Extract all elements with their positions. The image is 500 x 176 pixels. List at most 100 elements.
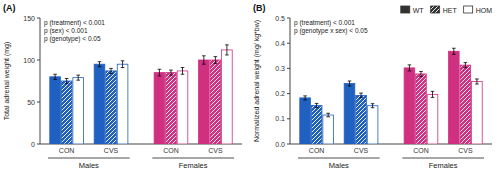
group-line [48, 158, 130, 159]
error-bar [452, 48, 456, 54]
error-bar [475, 79, 479, 84]
group-label: Males [79, 161, 99, 170]
x-tick-label: CON [59, 147, 75, 154]
x-tick-label: CON [309, 147, 325, 154]
error-bar [371, 104, 375, 108]
bar [323, 115, 334, 144]
y-tick [287, 93, 290, 94]
bar [117, 64, 128, 144]
error-bar [158, 69, 162, 76]
y-axis [290, 18, 291, 144]
bar [300, 98, 311, 144]
error-bar [431, 91, 435, 97]
bar [94, 64, 105, 144]
y-tick [287, 18, 290, 19]
error-bar [214, 57, 218, 64]
y-tick [287, 43, 290, 44]
bar [154, 73, 165, 144]
error-bar [408, 65, 412, 71]
x-tick-label: CVS [208, 147, 223, 154]
bar [460, 65, 471, 144]
y-tick [37, 102, 40, 103]
y-tick-label: 0.5 [275, 15, 285, 22]
error-bar [121, 61, 125, 68]
stats-text: p (genotype) < 0.05 [44, 35, 101, 43]
bar [344, 84, 355, 144]
legend-swatch [401, 6, 410, 13]
y-tick-label: 50 [27, 99, 35, 106]
group-label: Females [179, 161, 208, 170]
legend-swatch [431, 6, 440, 13]
y-axis [40, 18, 41, 144]
error-bar [303, 96, 307, 100]
error-bar [225, 45, 229, 55]
y-tick-label: 0.4 [275, 40, 285, 47]
bars [50, 45, 232, 144]
x-tick-label: CVS [104, 147, 119, 154]
error-bar [359, 93, 363, 98]
bar [449, 51, 460, 144]
legend-swatch [464, 6, 473, 13]
legend-label: HOM [476, 7, 493, 14]
panel: 050100150Total adrenal weight (mg)CONCVS… [3, 3, 242, 170]
error-bar [98, 62, 102, 67]
legend: HOM HET WT [401, 6, 492, 14]
figure: 050100150Total adrenal weight (mg)CONCVS… [0, 0, 500, 176]
legend-label: WT [413, 7, 425, 14]
error-bar [326, 113, 330, 117]
panel-title: (A) [3, 3, 16, 13]
y-tick [37, 144, 40, 145]
group-line [152, 158, 234, 159]
bar [427, 94, 438, 144]
x-tick-label: CON [413, 147, 429, 154]
bars [300, 48, 482, 144]
y-axis-label: Total adrenal weight (mg) [3, 42, 11, 121]
error-bar [169, 70, 173, 75]
x-tick-label: CVS [458, 147, 473, 154]
error-bar [464, 63, 468, 68]
panel-title: (B) [253, 3, 266, 13]
group-label: Males [329, 161, 349, 170]
error-bar [65, 78, 69, 83]
y-tick [287, 68, 290, 69]
bar [177, 71, 188, 144]
bar [356, 95, 367, 144]
error-bar [315, 103, 319, 107]
stats-text: p (sex) < 0.001 [44, 27, 88, 35]
group-line [402, 158, 484, 159]
stats-text: p (genotype x sex) < 0.05 [294, 27, 368, 35]
y-tick [37, 18, 40, 19]
stats-text: p (treatment) < 0.001 [294, 19, 355, 27]
y-tick-label: 0.0 [275, 141, 285, 148]
panel: 0.0 0.1 0.2 0.3 0.4 0.5 Normalized adrenal wei… [253, 3, 492, 170]
group-label: Females [429, 161, 458, 170]
y-tick-label: 100 [23, 57, 35, 64]
error-bar [202, 56, 206, 64]
y-tick-label: 150 [23, 15, 35, 22]
bar [210, 60, 221, 144]
bar [73, 78, 84, 144]
bar [222, 50, 233, 144]
y-tick-label: 0.3 [275, 65, 285, 72]
bar [367, 106, 378, 144]
legend-label: HET [443, 7, 458, 14]
error-bar [76, 75, 80, 80]
stats-text: p (treatment) < 0.001 [44, 19, 105, 27]
bar [106, 71, 117, 144]
x-tick-label: CON [163, 147, 179, 154]
bar [311, 105, 322, 144]
y-axis-label: Normalized adrenal weight (mg/ kg*bw) [253, 20, 261, 142]
bar [61, 81, 72, 144]
bar [404, 68, 415, 144]
error-bar [348, 81, 352, 86]
bar [50, 77, 61, 144]
group-line [298, 158, 380, 159]
y-tick-label: 0.2 [275, 90, 285, 97]
error-bar [419, 71, 423, 76]
bar [472, 82, 483, 144]
y-tick-label: 0.1 [275, 115, 285, 122]
y-tick [287, 118, 290, 119]
y-tick [287, 144, 290, 145]
y-tick [37, 60, 40, 61]
error-bar [109, 68, 113, 73]
